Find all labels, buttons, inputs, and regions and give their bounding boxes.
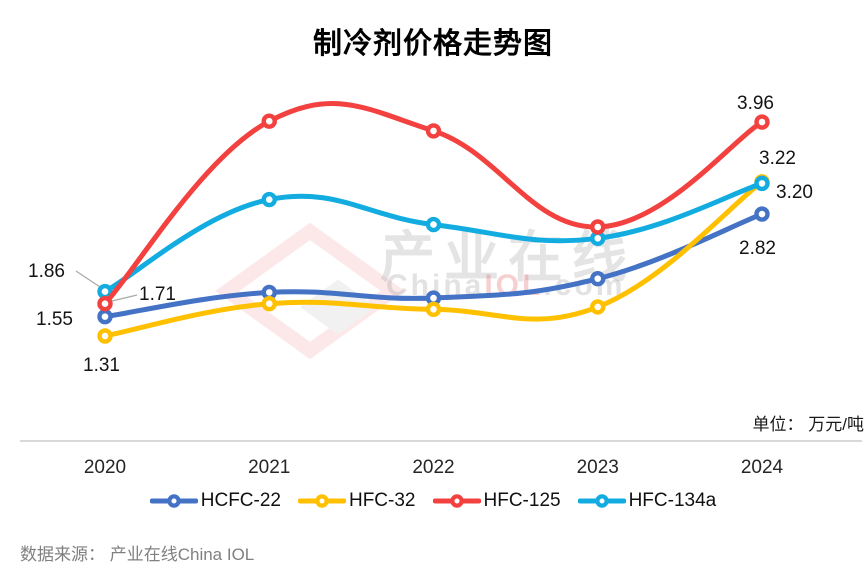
legend-item-HFC-32: HFC-32: [297, 490, 416, 512]
x-axis-label-2022: 2022: [412, 457, 455, 478]
data-point-HFC-125-2020: [97, 296, 113, 312]
data-point-HFC-32-2020: [97, 328, 113, 344]
data-label-1.86: 1.86: [28, 261, 65, 282]
data-point-HCFC-22-2020: [97, 308, 113, 325]
data-label-1.71: 1.71: [139, 284, 176, 305]
legend-item-HFC-125: HFC-125: [432, 490, 561, 512]
chart-title: 制冷剂价格走势图: [312, 28, 553, 60]
legend-marker-HFC-134a: [577, 494, 626, 508]
legend-dot: [594, 494, 609, 508]
data-point-HFC-125-2022: [425, 123, 442, 139]
x-axis-label-2020: 2020: [83, 457, 127, 478]
data-point-HFC-32-2021: [261, 296, 277, 312]
legend-marker-HFC-125: [432, 494, 481, 508]
legend-item-HFC-134a: HFC-134a: [577, 490, 717, 512]
data-point-HFC-134a-2021: [261, 191, 277, 208]
unit-label: 单位： 万元/吨: [752, 415, 864, 434]
series-line-HFC-134a: [102, 180, 765, 295]
data-point-HFC-125-2021: [261, 113, 277, 129]
legend-label-HCFC-22: HCFC-22: [200, 490, 281, 511]
data-label-3.96: 3.96: [737, 93, 774, 114]
label-leader-line-0: [75, 270, 101, 288]
legend-label-HFC-32: HFC-32: [348, 490, 416, 511]
data-point-HFC-134a-2022: [425, 216, 442, 233]
data-label-3.20: 3.20: [776, 182, 813, 203]
label-leader-line-1: [111, 294, 138, 302]
data-point-HCFC-22-2024: [754, 206, 770, 222]
legend-marker-HFC-32: [297, 494, 346, 508]
x-axis-label-2021: 2021: [248, 457, 291, 478]
x-axis-label-2024: 2024: [740, 457, 784, 478]
data-point-HFC-32-2022: [425, 301, 442, 318]
legend: HCFC-22 HFC-32 HFC-125 HFC-134a: [0, 490, 866, 512]
legend-dot: [315, 494, 329, 508]
data-point-HFC-125-2023: [590, 219, 606, 235]
data-label-1.55: 1.55: [36, 309, 73, 330]
data-point-HFC-125-2024: [754, 114, 770, 130]
data-point-HCFC-22-2023: [590, 270, 606, 287]
legend-label-HFC-125: HFC-125: [483, 490, 561, 511]
data-label-2.82: 2.82: [739, 238, 776, 259]
data-point-HFC-32-2023: [590, 299, 606, 315]
legend-dot: [167, 494, 181, 508]
data-label-1.31: 1.31: [83, 355, 120, 376]
legend-item-HCFC-22: HCFC-22: [149, 490, 281, 512]
legend-marker-HCFC-22: [149, 494, 198, 508]
x-axis-label-2023: 2023: [576, 457, 619, 478]
data-label-3.22: 3.22: [759, 148, 796, 169]
legend-dot: [449, 494, 464, 508]
data-point-HFC-134a-2024: [754, 175, 770, 192]
source-label: 数据来源： 产业在线China IOL: [20, 545, 255, 564]
legend-label-HFC-134a: HFC-134a: [628, 490, 717, 511]
